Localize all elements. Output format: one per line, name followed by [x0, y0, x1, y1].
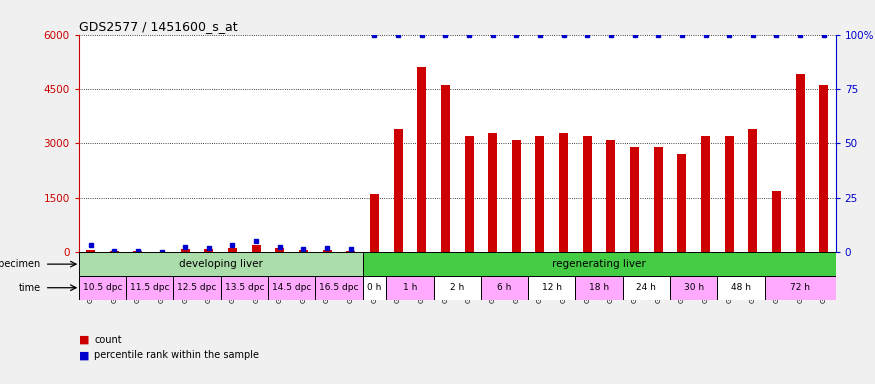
Bar: [220, 276, 268, 300]
Text: 6 h: 6 h: [497, 283, 512, 292]
Bar: [701, 136, 710, 252]
Bar: [417, 67, 426, 252]
Bar: [559, 132, 568, 252]
Bar: [268, 276, 315, 300]
Bar: [536, 136, 544, 252]
Bar: [79, 252, 362, 276]
Text: 10.5 dpc: 10.5 dpc: [82, 283, 123, 292]
Bar: [252, 245, 261, 252]
Text: 18 h: 18 h: [589, 283, 609, 292]
Bar: [795, 74, 805, 252]
Bar: [86, 250, 95, 252]
Bar: [79, 276, 126, 300]
Bar: [441, 85, 450, 252]
Text: GDS2577 / 1451600_s_at: GDS2577 / 1451600_s_at: [79, 20, 237, 33]
Text: 0 h: 0 h: [368, 283, 382, 292]
Bar: [433, 276, 481, 300]
Text: ■: ■: [79, 350, 89, 360]
Text: ■: ■: [79, 335, 89, 345]
Text: 11.5 dpc: 11.5 dpc: [130, 283, 170, 292]
Bar: [205, 249, 213, 252]
Bar: [512, 140, 521, 252]
Text: 16.5 dpc: 16.5 dpc: [319, 283, 359, 292]
Text: specimen: specimen: [0, 259, 41, 269]
Bar: [362, 252, 836, 276]
Bar: [370, 194, 379, 252]
Bar: [228, 248, 237, 252]
Bar: [677, 154, 686, 252]
Text: 14.5 dpc: 14.5 dpc: [272, 283, 312, 292]
Bar: [748, 129, 758, 252]
Text: 24 h: 24 h: [636, 283, 656, 292]
Bar: [488, 132, 497, 252]
Bar: [481, 276, 528, 300]
Bar: [576, 276, 623, 300]
Bar: [724, 136, 733, 252]
Text: 72 h: 72 h: [790, 283, 810, 292]
Bar: [623, 276, 670, 300]
Text: 2 h: 2 h: [450, 283, 465, 292]
Text: count: count: [94, 335, 123, 345]
Text: 30 h: 30 h: [683, 283, 704, 292]
Bar: [133, 250, 143, 252]
Bar: [606, 140, 615, 252]
Bar: [528, 276, 576, 300]
Text: regenerating liver: regenerating liver: [552, 259, 646, 269]
Bar: [772, 190, 781, 252]
Bar: [583, 136, 592, 252]
Bar: [346, 250, 355, 252]
Bar: [315, 276, 362, 300]
Bar: [819, 85, 829, 252]
Bar: [126, 276, 173, 300]
Bar: [654, 147, 662, 252]
Text: 12 h: 12 h: [542, 283, 562, 292]
Bar: [109, 251, 119, 252]
Bar: [465, 136, 473, 252]
Text: developing liver: developing liver: [178, 259, 262, 269]
Bar: [386, 276, 433, 300]
Text: time: time: [18, 283, 41, 293]
Bar: [181, 250, 190, 252]
Text: 13.5 dpc: 13.5 dpc: [225, 283, 264, 292]
Bar: [765, 276, 836, 300]
Text: 12.5 dpc: 12.5 dpc: [178, 283, 217, 292]
Bar: [362, 276, 386, 300]
Bar: [670, 276, 718, 300]
Bar: [718, 276, 765, 300]
Bar: [299, 250, 308, 252]
Bar: [394, 129, 402, 252]
Text: 48 h: 48 h: [731, 283, 751, 292]
Bar: [173, 276, 220, 300]
Text: 1 h: 1 h: [402, 283, 417, 292]
Bar: [276, 248, 284, 252]
Bar: [630, 147, 639, 252]
Text: percentile rank within the sample: percentile rank within the sample: [94, 350, 260, 360]
Bar: [323, 250, 332, 252]
